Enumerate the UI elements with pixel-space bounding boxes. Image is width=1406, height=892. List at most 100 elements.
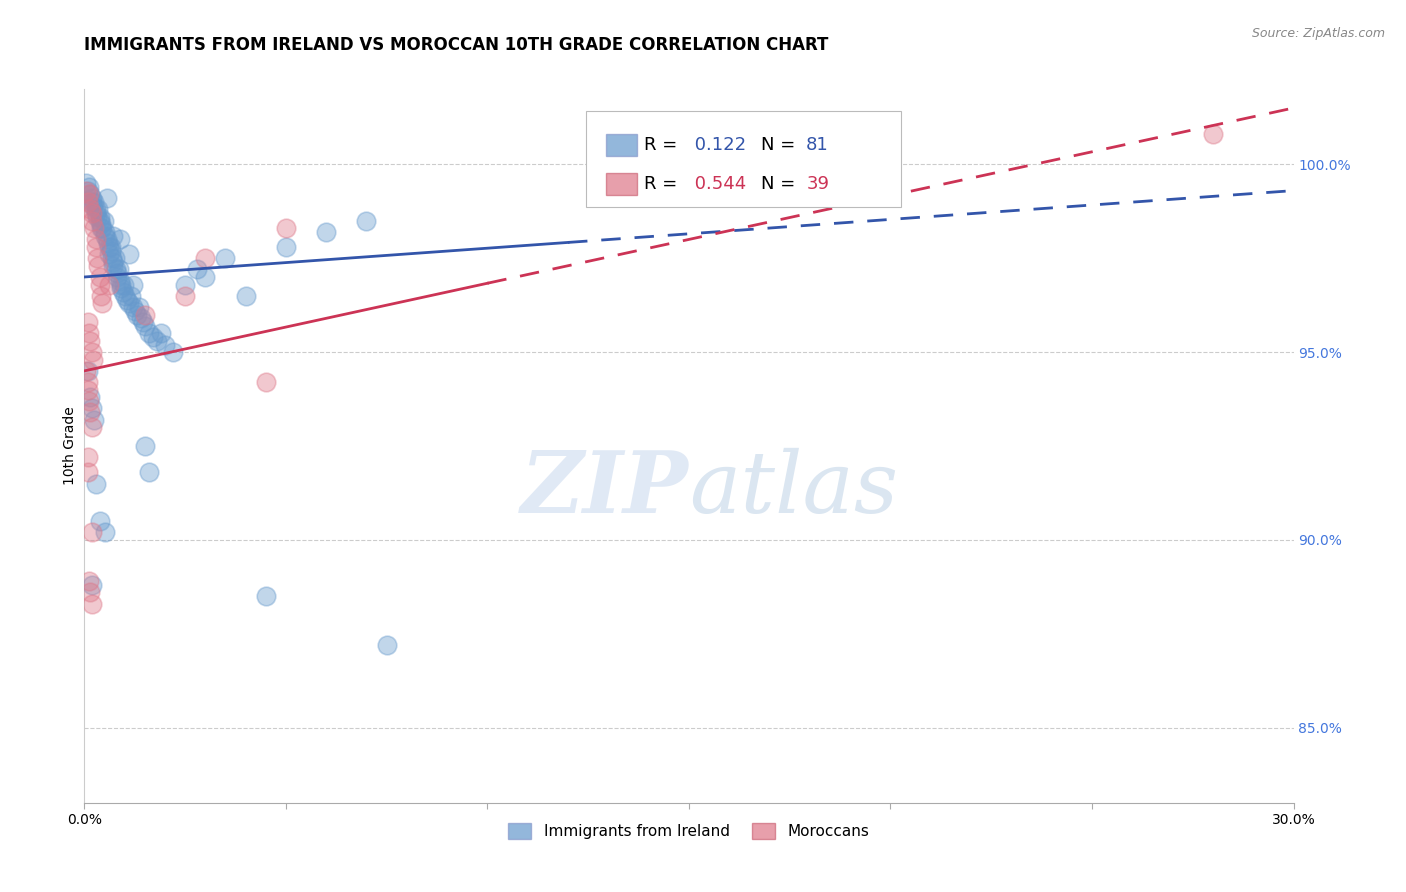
Point [235,289,257,303]
Point [121,300,143,314]
Point [79,334,101,348]
Point [100,251,122,265]
Point [194,251,217,265]
Point [94,228,117,243]
Point [89,270,111,285]
Point [96,232,118,246]
Point [162,345,184,359]
Point [83,413,105,427]
Text: 0.122: 0.122 [689,136,747,153]
Point [103,228,125,243]
Point [80,597,103,611]
Point [1202,128,1225,142]
Point [83,194,105,209]
Point [132,315,155,329]
Point [80,345,103,359]
Point [138,326,160,341]
Point [104,251,127,265]
Point [82,401,104,416]
Point [118,296,141,310]
Point [134,318,156,333]
Point [153,337,176,351]
Point [107,262,129,277]
Point [101,255,124,269]
Point [107,270,129,285]
Point [80,206,103,220]
Point [90,218,112,232]
Text: R =: R = [644,136,683,153]
Point [75,176,97,190]
Point [75,364,97,378]
Text: atlas: atlas [689,448,898,530]
Point [82,199,104,213]
Point [90,289,112,303]
Point [111,285,134,299]
Point [89,514,111,528]
Point [76,194,98,209]
Point [80,578,103,592]
Point [82,525,104,540]
Point [77,315,100,329]
Point [93,225,115,239]
Point [97,236,120,251]
FancyBboxPatch shape [606,134,637,155]
Point [114,289,136,303]
Point [76,184,98,198]
Point [121,277,143,292]
Point [104,262,127,277]
Point [82,352,104,367]
Point [134,439,156,453]
Point [110,281,132,295]
Point [84,202,107,217]
Point [77,364,100,378]
Point [108,274,131,288]
Point [214,251,236,265]
Point [118,247,141,261]
Point [115,293,138,307]
Point [97,240,120,254]
Point [86,476,108,491]
Point [79,585,101,599]
Point [254,589,277,603]
Point [76,450,98,465]
Point [79,202,101,217]
Point [128,300,150,314]
Point [77,326,100,341]
Point [100,240,122,254]
Point [77,393,100,408]
Point [138,465,160,479]
Point [77,179,100,194]
Point [142,330,165,344]
Point [80,194,103,209]
Point [274,240,297,254]
Point [315,225,337,239]
Point [149,326,172,341]
Point [77,187,100,202]
Point [86,240,108,254]
Point [375,638,398,652]
Point [174,289,197,303]
Point [86,210,108,224]
Point [274,221,297,235]
Legend: Immigrants from Ireland, Moroccans: Immigrants from Ireland, Moroccans [502,817,876,845]
Point [98,247,121,261]
Point [134,308,156,322]
Point [89,277,111,292]
Text: N =: N = [762,175,801,193]
Y-axis label: 10th Grade: 10th Grade [63,407,77,485]
Point [100,244,122,258]
Point [79,390,101,404]
Point [89,213,111,227]
Text: Source: ZipAtlas.com: Source: ZipAtlas.com [1251,27,1385,40]
Point [79,187,101,202]
Point [356,213,378,227]
Point [108,232,131,246]
Point [83,221,105,235]
Point [77,383,100,397]
Point [103,259,125,273]
Point [90,221,112,235]
Point [254,375,277,389]
Point [80,420,103,434]
Text: N =: N = [762,136,801,153]
Point [76,375,98,389]
